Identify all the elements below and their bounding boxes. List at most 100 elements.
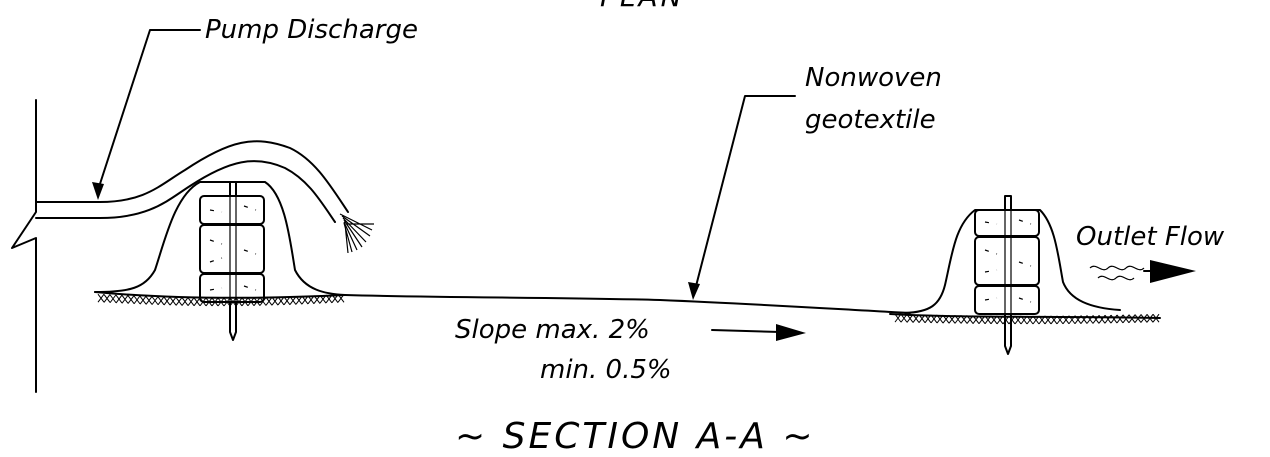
wall-break-line [11,99,37,393]
slope-min-label: min. 0.5% [540,355,672,385]
hatch-stroke [1116,314,1124,324]
hatch-stroke [1038,315,1046,325]
hatch-stroke [169,296,177,306]
straw-bale-icon [199,195,265,303]
plan-title-cut: PLAN [600,0,685,13]
hatch-stroke [942,314,950,324]
geotextile-line [344,294,911,314]
hatch-stroke [1146,314,1154,323]
hatch-stroke [265,297,273,306]
hatch-stroke [1032,315,1040,325]
hatch-stroke [1056,315,1064,325]
hatch-stroke [1104,314,1112,324]
hatch-stroke [199,297,207,307]
hatch-stroke [912,314,920,323]
hatch-stroke [217,297,225,307]
hatch-stroke [313,295,321,304]
left-berm [94,181,346,296]
outlet-flow-label: Outlet Flow [1076,222,1225,252]
hatch-stroke [127,295,135,304]
hose-icon [35,140,374,254]
hatch-stroke [277,296,285,306]
hatch-stroke [1074,315,1082,324]
hatch-stroke [900,313,908,323]
hatch-stroke [1068,315,1076,325]
geotextile-label-line2: geotextile [805,105,936,135]
hatch-stroke [1134,314,1142,323]
ground-hatch-left [94,291,346,299]
hatch-stroke [930,314,938,324]
hatch-stroke [151,296,159,305]
hatch-stroke [984,315,992,325]
hatch-stroke [253,297,261,306]
hatch-stroke [1092,315,1100,324]
hatch-stroke [894,313,902,323]
hatch-stroke [1080,315,1088,324]
hatch-stroke [157,296,165,306]
hatch-stroke [1020,315,1028,325]
hatch-stroke [193,297,201,307]
hatch-stroke [97,293,105,303]
hatch-stroke [247,297,255,307]
hatch-stroke [972,315,980,324]
wavy-water-icon [1089,265,1145,281]
geotextile-leader [688,95,796,300]
hatch-stroke [918,314,926,323]
hatch-stroke [133,295,141,305]
hatch-stroke [1140,314,1148,323]
hatch-stroke [1110,314,1118,324]
hatch-stroke [241,297,249,307]
hatch-stroke [1098,315,1106,324]
hatch-stroke [235,297,243,307]
hatch-stroke [948,314,956,324]
stake-icon [229,181,237,341]
hatch-stroke [1026,315,1034,325]
slope-max-label: Slope max. 2% [455,315,650,345]
hatch-stroke [1014,315,1022,325]
pump-discharge-leader [92,29,201,200]
pump-discharge-label: Pump Discharge [205,15,418,45]
hatch-stroke [990,315,998,325]
hatch-stroke [924,314,932,324]
hatch-stroke [319,294,327,304]
hatch-stroke [337,294,345,303]
hatch-stroke [181,297,189,306]
hatch-stroke [906,314,914,323]
hatch-stroke [121,295,129,304]
hatch-stroke [223,297,231,307]
hatch-stroke [109,294,117,304]
slope-arrow-icon [711,324,806,341]
hatch-stroke [295,296,303,305]
hatch-stroke [175,297,183,306]
straw-bale-icon [974,209,1040,315]
hatch-stroke [205,297,213,307]
hatch-stroke [1128,314,1136,324]
hatch-stroke [331,294,339,303]
hatch-stroke [289,296,297,305]
hatch-stroke [1062,315,1070,325]
hatch-stroke [325,294,333,304]
hatch-stroke [960,315,968,324]
hatch-stroke [1122,314,1130,324]
soil-hatch-right [894,313,1160,325]
section-title: ~ SECTION A-A ~ [455,416,816,457]
hatch-stroke [307,295,315,305]
soil-hatch-left [97,293,345,307]
hatch-stroke [145,296,153,305]
hatch-stroke [978,315,986,325]
hatch-stroke [139,295,147,305]
hatch-stroke [115,294,123,304]
stake-icon [1004,195,1012,355]
hatch-stroke [1002,315,1010,325]
hatch-stroke [1086,315,1094,324]
geotextile-label-line1: Nonwoven [805,63,942,93]
hatch-stroke [211,297,219,307]
hatch-stroke [301,295,309,305]
hatch-stroke [1044,315,1052,325]
hatch-stroke [966,315,974,324]
hatch-stroke [271,296,279,306]
hatch-stroke [187,297,195,306]
hatch-stroke [103,294,111,303]
hatch-stroke [229,297,237,307]
